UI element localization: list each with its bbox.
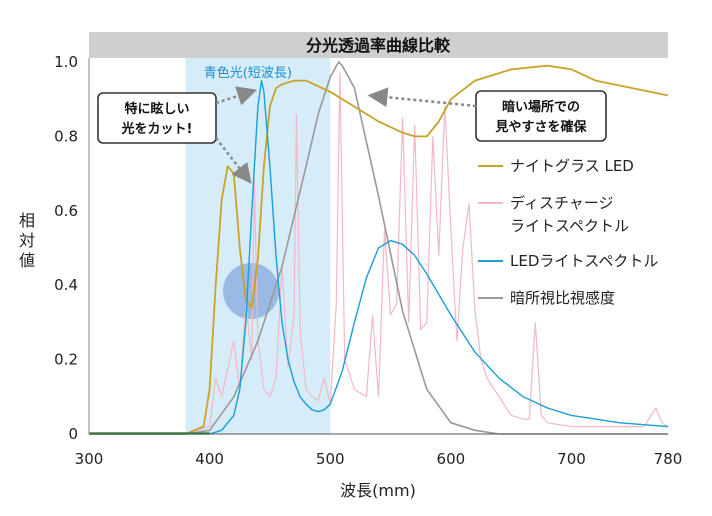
legend-label: ライトスペクトル	[510, 217, 629, 235]
blue-light-band-label: 青色光(短波長)	[204, 65, 292, 81]
legend-label: ナイトグラス LED	[510, 157, 634, 175]
legend-label: 暗所視比視感度	[510, 289, 615, 307]
series-line-2	[89, 72, 669, 435]
callout-visibility-line1: 暗い場所での	[502, 99, 580, 115]
y-tick-label: 0.4	[54, 276, 78, 294]
y-tick-label: 0.6	[54, 202, 78, 220]
x-tick-label: 780	[654, 450, 683, 468]
series-line-1	[89, 64, 669, 435]
y-tick-label: 0	[68, 425, 78, 443]
x-tick-label: 300	[75, 450, 104, 468]
callout-visibility-line2: 見やすさを確保	[494, 119, 587, 135]
y-tick-label: 0.8	[54, 127, 78, 145]
arrow-glare-to-dip	[215, 137, 252, 184]
y-tick-label: 1.0	[54, 53, 78, 71]
y-tick-labels: 0 0.2 0.4 0.6 0.8 1.0	[54, 53, 78, 443]
highlight-circle	[223, 263, 279, 319]
chart-title: 分光透過率曲線比較	[306, 36, 451, 55]
y-axis-title-group: 相 対 値	[19, 211, 35, 270]
callout-glare-line1: 特に眩しい	[124, 101, 189, 117]
legend-label: ディスチャージ	[510, 194, 614, 212]
arrow-visibility-to-curve	[367, 87, 477, 108]
x-tick-labels: 300 400 500 600 700 780	[75, 450, 683, 468]
callout-box-visibility	[475, 90, 607, 142]
x-tick-label: 600	[437, 450, 466, 468]
y-tick-label: 0.2	[54, 351, 78, 369]
title-bar	[89, 32, 668, 58]
x-tick-label: 400	[195, 450, 224, 468]
y-axis-title-char-1: 相	[19, 211, 35, 230]
y-axis-title-char-3: 値	[19, 251, 35, 270]
x-tick-label: 500	[316, 450, 345, 468]
series-line-3	[89, 79, 669, 435]
x-tick-label: 700	[557, 450, 586, 468]
callout-glare-line2: 光をカット!	[121, 121, 193, 137]
x-axis-title: 波長(mm)	[340, 481, 416, 500]
callout-box-glare	[97, 92, 217, 144]
y-axis-title-char-2: 対	[19, 231, 35, 250]
legend-label: LEDライトスペクトル	[510, 252, 658, 270]
